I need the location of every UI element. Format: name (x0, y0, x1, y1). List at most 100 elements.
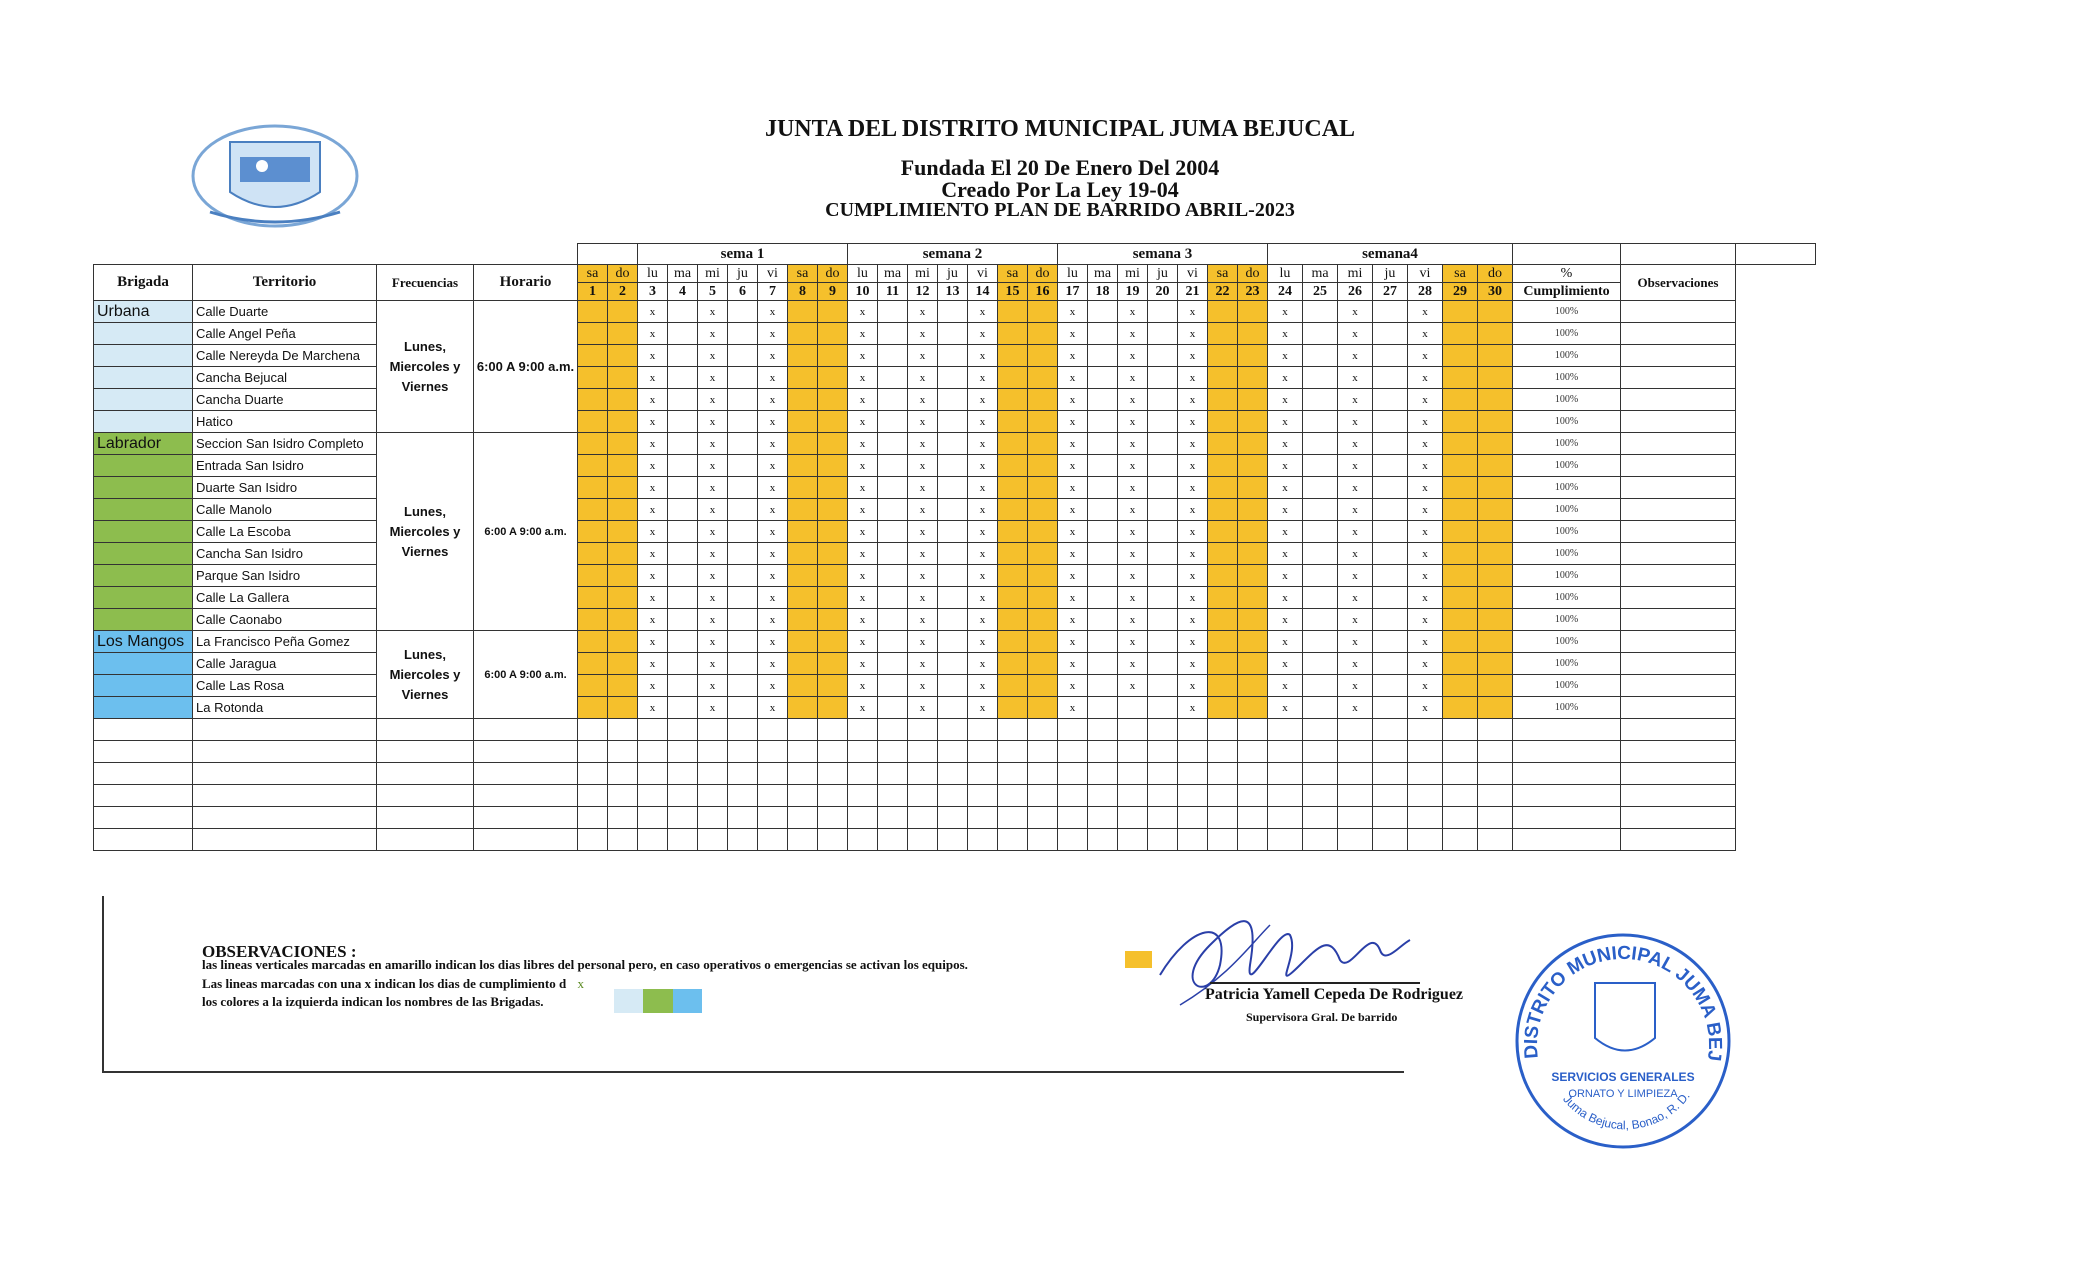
completion-mark: x (1267, 630, 1303, 653)
day-cell (1477, 366, 1513, 389)
empty-cell (757, 806, 788, 829)
completion-mark: x (1407, 520, 1443, 543)
completion-mark: x (1057, 388, 1088, 411)
empty-cell (997, 806, 1028, 829)
day-number: 9 (817, 282, 848, 301)
day-cell (1087, 476, 1118, 499)
completion-mark: x (697, 652, 728, 675)
day-number: 21 (1177, 282, 1208, 301)
completion-mark: x (697, 630, 728, 653)
empty-cell (637, 784, 668, 807)
empty-cell (967, 762, 998, 785)
brigada-cell (93, 322, 193, 345)
empty-cell (1512, 784, 1621, 807)
empty-cell (1147, 784, 1178, 807)
completion-mark: x (637, 586, 668, 609)
day-cell (937, 586, 968, 609)
completion-mark: x (1177, 564, 1208, 587)
day-cell (1237, 520, 1268, 543)
day-cell (727, 586, 758, 609)
day-cell (1147, 322, 1178, 345)
day-cell (1087, 410, 1118, 433)
brigada-cell (93, 586, 193, 609)
day-cell (1372, 476, 1408, 499)
day-cell (1372, 674, 1408, 697)
day-cell (1442, 564, 1478, 587)
territorio-cell: Cancha San Isidro (192, 542, 377, 565)
day-number: 25 (1302, 282, 1338, 301)
signature (1159, 920, 1420, 1006)
completion-mark: x (1407, 454, 1443, 477)
day-cell (997, 608, 1028, 631)
day-name: vi (1407, 264, 1443, 283)
completion-mark: x (1057, 454, 1088, 477)
day-cell (817, 300, 848, 323)
empty-cell (877, 806, 908, 829)
empty-cell (473, 762, 578, 785)
empty-cell (1177, 828, 1208, 851)
observaciones-cell (1620, 520, 1736, 543)
svg-text:DISTRITO MUNICIPAL JUMA BEJUCA: DISTRITO MUNICIPAL JUMA BEJUCAL (1510, 928, 1725, 1062)
day-cell (667, 432, 698, 455)
day-name: lu (847, 264, 878, 283)
completion-mark: x (1057, 432, 1088, 455)
empty-cell (787, 718, 818, 741)
day-cell (1207, 652, 1238, 675)
day-cell (727, 432, 758, 455)
empty-cell (1207, 718, 1238, 741)
empty-cell (1372, 828, 1408, 851)
empty-cell (376, 806, 474, 829)
day-cell (1372, 542, 1408, 565)
day-cell (607, 696, 638, 719)
day-cell (1147, 366, 1178, 389)
day-number: 30 (1477, 282, 1513, 301)
empty-cell (577, 806, 608, 829)
day-cell (787, 564, 818, 587)
day-cell (1147, 608, 1178, 631)
completion-mark: x (1057, 520, 1088, 543)
day-name: sa (997, 264, 1028, 283)
cumplimiento-cell: 100% (1512, 366, 1621, 389)
completion-mark: x (637, 674, 668, 697)
day-cell (877, 674, 908, 697)
completion-mark: x (1407, 322, 1443, 345)
empty-cell (967, 828, 998, 851)
plan-title: CUMPLIMIENTO PLAN DE BARRIDO ABRIL-2023 (825, 199, 1295, 221)
day-cell (937, 432, 968, 455)
empty-cell (727, 740, 758, 763)
completion-mark: x (967, 454, 998, 477)
day-cell (1087, 652, 1118, 675)
cumplimiento-cell: 100% (1512, 322, 1621, 345)
day-cell (1207, 608, 1238, 631)
day-cell (877, 344, 908, 367)
completion-mark: x (847, 652, 878, 675)
completion-mark: x (907, 608, 938, 631)
empty-cell (577, 740, 608, 763)
day-cell (1442, 432, 1478, 455)
completion-mark: x (1267, 388, 1303, 411)
day-cell (1087, 674, 1118, 697)
territorio-cell: Calle Las Rosa (192, 674, 377, 697)
day-cell (727, 542, 758, 565)
frecuencia-cell: Lunes, Miercoles y Viernes (376, 300, 474, 433)
completion-mark: x (757, 410, 788, 433)
day-cell (1207, 366, 1238, 389)
completion-mark: x (1177, 476, 1208, 499)
completion-mark: x (757, 388, 788, 411)
empty-cell (1620, 718, 1736, 741)
completion-mark: x (1337, 696, 1373, 719)
law-line: Creado Por La Ley 19-04 (941, 177, 1179, 202)
observaciones-cell (1620, 564, 1736, 587)
table-row: Cancha San Isidro x x x x x x x x x x x x 100% (93, 542, 1816, 565)
day-cell (1302, 410, 1338, 433)
day-cell (1027, 410, 1058, 433)
completion-mark: x (1117, 454, 1148, 477)
table-row: Calle Manolo x x x x x x x x x x x x 100% (93, 498, 1816, 521)
week-header-row: sema 1 semana 2 semana 3 semana4 (94, 243, 1816, 265)
day-cell (1442, 410, 1478, 433)
day-number: 13 (937, 282, 968, 301)
completion-mark: x (757, 344, 788, 367)
day-cell (1237, 674, 1268, 697)
empty-cell (997, 828, 1028, 851)
day-cell (817, 652, 848, 675)
